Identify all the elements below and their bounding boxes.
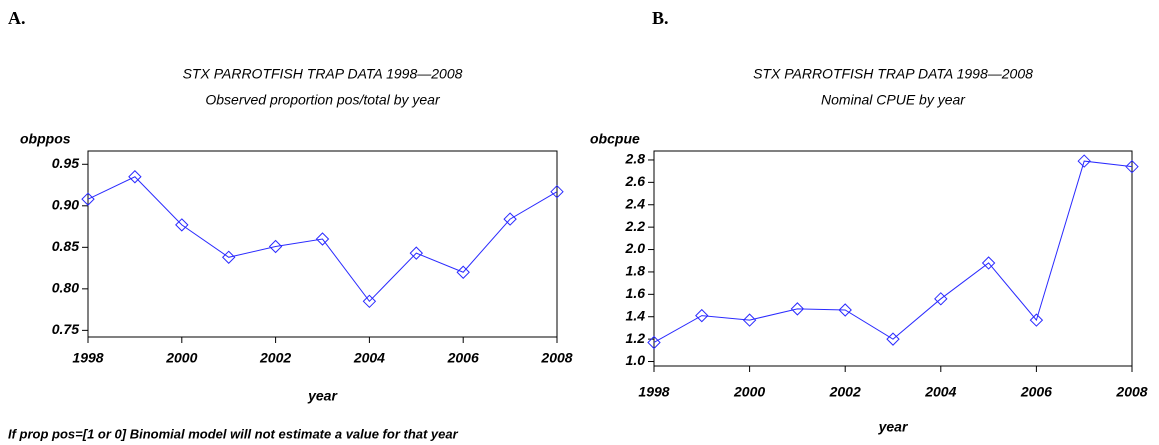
x-tick-label: 2004 <box>353 350 385 366</box>
marker <box>695 308 709 323</box>
y-tick-label: 0.90 <box>52 197 79 213</box>
marker <box>1029 313 1044 327</box>
marker <box>742 313 757 327</box>
x-tick-label: 2004 <box>924 384 956 400</box>
y-tick-label: 1.4 <box>626 307 646 323</box>
marker <box>409 246 424 260</box>
y-tick-label: 1.6 <box>626 285 646 301</box>
plot-frame <box>653 150 1133 367</box>
x-tick-label: 2008 <box>1115 384 1147 400</box>
x-tick-label: 1998 <box>72 350 103 366</box>
y-tick-label: 0.85 <box>52 238 79 254</box>
marker <box>886 332 900 346</box>
series-line <box>87 176 558 303</box>
y-tick-label: 0.80 <box>52 280 79 296</box>
x-tick-label: 2006 <box>1020 384 1052 400</box>
y-tick-label: 1.8 <box>626 263 646 279</box>
y-tick-label: 1.2 <box>626 330 646 346</box>
marker <box>175 218 189 232</box>
y-tick-label: 1.0 <box>626 352 646 368</box>
marker <box>647 335 661 350</box>
marker <box>1125 159 1139 174</box>
footnote: If prop pos=[1 or 0] Binomial model will… <box>8 426 459 441</box>
chart-title: STX PARROTFISH TRAP DATA 1998—2008 <box>183 66 463 82</box>
y-tick-label: 0.75 <box>52 321 79 337</box>
marker <box>550 184 564 199</box>
marker <box>221 250 236 264</box>
marker <box>1077 154 1091 168</box>
marker <box>362 294 377 309</box>
series-line <box>653 160 1133 343</box>
chart-title: STX PARROTFISH TRAP DATA 1998—2008 <box>753 66 1033 82</box>
x-axis-label: year <box>878 419 909 435</box>
y-tick-label: 2.6 <box>625 173 646 189</box>
x-tick-label: 2000 <box>165 350 197 366</box>
y-tick-label: 2.8 <box>625 151 646 167</box>
panel-label: A. <box>8 8 26 28</box>
x-tick-label: 2006 <box>447 350 479 366</box>
x-tick-label: 1998 <box>638 384 669 400</box>
plot-frame <box>87 150 558 338</box>
x-tick-label: 2002 <box>259 350 291 366</box>
marker <box>790 302 805 316</box>
panel-label: B. <box>652 8 669 28</box>
chart-subtitle: Nominal CPUE by year <box>821 92 966 108</box>
marker <box>981 256 996 270</box>
marker <box>456 265 470 279</box>
marker <box>128 170 142 184</box>
marker <box>81 192 95 206</box>
y-tick-label: 0.95 <box>52 155 79 171</box>
marker <box>268 239 283 254</box>
marker <box>934 292 948 306</box>
y-axis-label: obcpue <box>590 131 640 147</box>
y-tick-label: 2.2 <box>625 218 646 234</box>
chart-subtitle: Observed proportion pos/total by year <box>205 92 441 108</box>
x-tick-label: 2002 <box>829 384 861 400</box>
y-tick-label: 2.0 <box>625 240 646 256</box>
y-axis-label: obppos <box>20 131 71 147</box>
x-tick-label: 2008 <box>540 350 572 366</box>
marker <box>503 212 517 226</box>
y-tick-label: 2.4 <box>625 195 646 211</box>
marker <box>315 232 330 246</box>
x-tick-label: 2000 <box>733 384 765 400</box>
marker <box>838 303 852 317</box>
x-axis-label: year <box>307 388 338 404</box>
